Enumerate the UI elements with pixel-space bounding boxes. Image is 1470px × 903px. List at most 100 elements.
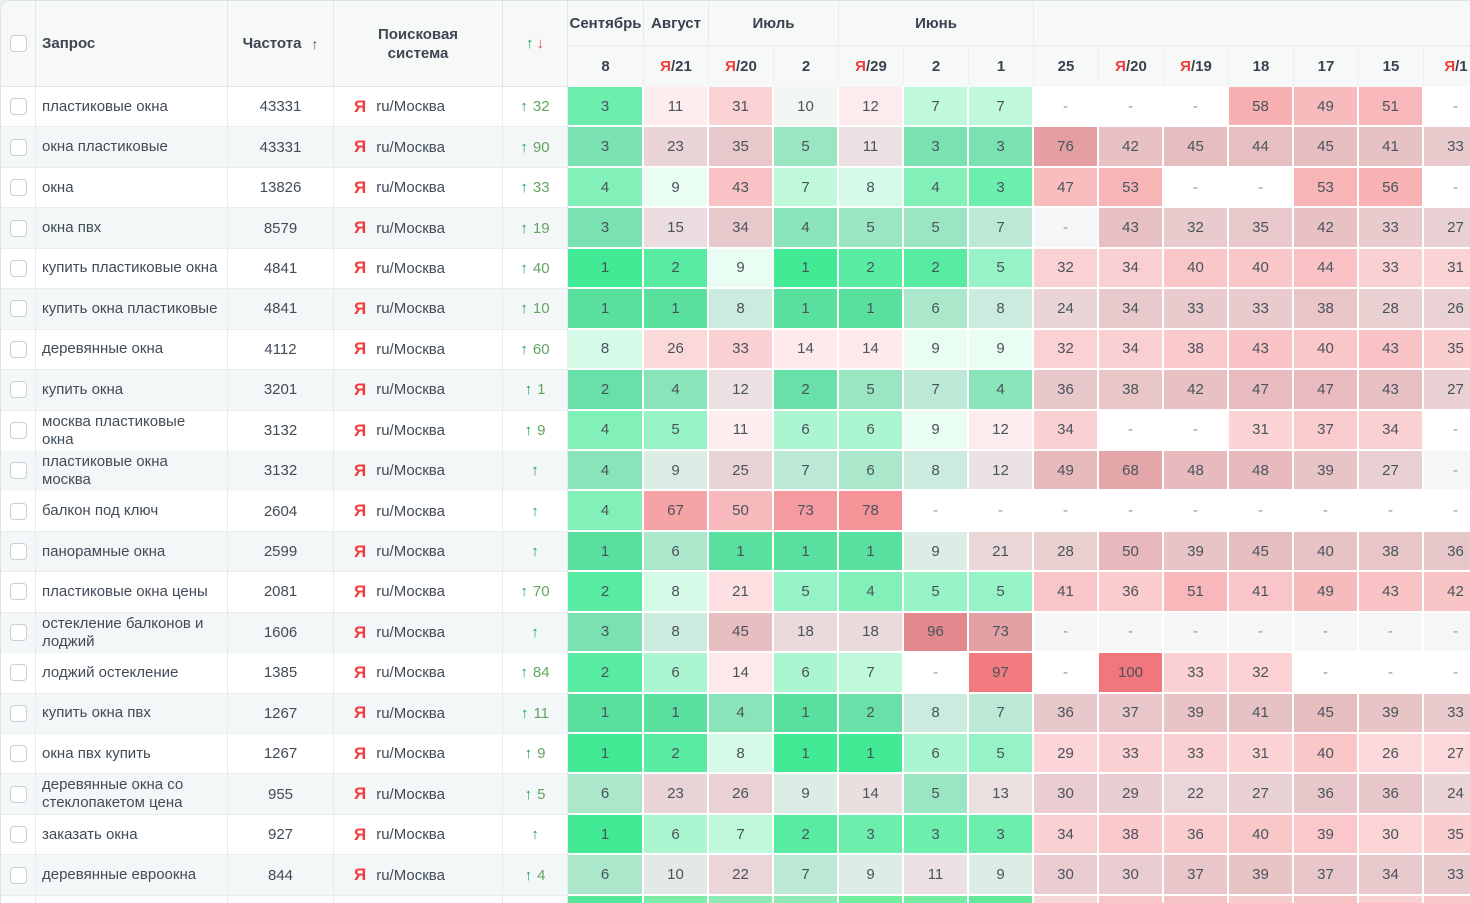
position-cell: 12 [969,450,1034,492]
date-header[interactable]: Я/20 [1099,46,1164,86]
query-cell[interactable]: панорамные окна [36,531,228,573]
row-checkbox[interactable] [9,704,27,722]
position-cell: 5 [774,572,839,613]
position-cell: 1 [774,734,839,775]
frequency-cell: 844 [228,855,334,896]
yandex-icon: Я [354,703,367,723]
query-cell[interactable]: окна пластиковые [36,127,228,168]
change-value: 19 [532,219,550,237]
position-cell: 39 [1359,693,1424,734]
position-cell: - [1099,87,1164,128]
row-checkbox[interactable] [9,664,27,682]
row-checkbox[interactable] [9,826,27,844]
row-checkbox[interactable] [9,259,27,277]
row-checkbox[interactable] [9,624,27,642]
row-checkbox[interactable] [9,745,27,763]
position-cell: 1 [774,289,839,330]
date-header-row: 8 Я/21 Я/20 2 Я/29 2 1 25 Я/20 Я/19 18 17 15 Я/1 [568,46,1470,86]
position-cell: 1 [568,734,644,775]
row-checkbox[interactable] [9,219,27,237]
query-cell[interactable]: деревянные евроокна [36,855,228,896]
row-checkbox[interactable] [9,583,27,601]
position-cell: 34 [1099,248,1164,290]
dates-header: Сентябрь Август Июль Июнь 8 Я/21 Я/20 2 Я/29 2 1 2… [568,1,1470,87]
date-header[interactable]: 2 [904,46,969,86]
row-checkbox[interactable] [9,300,27,318]
select-all-checkbox[interactable] [9,35,27,52]
date-header[interactable]: Я/20 [709,46,774,86]
query-cell[interactable]: купить окна пвх [36,693,228,734]
date-header[interactable]: 15 [1359,46,1424,86]
column-header-query[interactable]: Запрос [36,1,228,86]
change-value: 1 [537,381,546,399]
position-cell: 33 [1164,289,1229,330]
row-checkbox[interactable] [9,138,27,156]
query-cell[interactable]: пластиковые окна [36,87,228,128]
query-cell[interactable]: лоджий остекление [36,653,228,694]
date-header[interactable]: 8 [568,46,644,86]
position-cell: 8 [568,329,644,371]
column-header-frequency[interactable]: Частота ↑ [228,1,334,86]
date-header[interactable]: Я/1 [1424,46,1470,86]
partial-position-cell [644,895,709,903]
row-checkbox[interactable] [9,422,27,439]
date-header[interactable]: 2 [774,46,839,86]
position-cell: 48 [1164,450,1229,492]
date-header[interactable]: Я/19 [1164,46,1229,86]
up-arrow-icon: ↑ [524,381,533,399]
column-header-change[interactable]: ↑ ↓ [503,1,568,86]
row-checkbox[interactable] [9,340,27,358]
query-cell[interactable]: окна [36,167,228,209]
query-cell[interactable]: балкон под ключ [36,491,228,532]
row-checkbox[interactable] [9,98,27,116]
query-cell[interactable]: купить окна [36,370,228,411]
query-cell[interactable]: окна пвх [36,208,228,249]
row-checkbox[interactable] [9,462,27,480]
query-cell[interactable]: купить пластиковые окна [36,248,228,290]
position-cell: 7 [904,87,969,128]
position-cell: 4 [969,370,1034,411]
date-header[interactable]: 25 [1034,46,1099,86]
row-checkbox[interactable] [9,866,27,884]
query-cell[interactable]: москва пластиковые окна [36,410,228,452]
query-cell[interactable]: пластиковые окна цены [36,572,228,613]
query-cell[interactable]: заказать окна [36,814,228,856]
query-cell[interactable]: купить окна пластиковые [36,289,228,330]
position-cell: 6 [904,734,969,775]
position-cell: 5 [904,774,969,815]
position-cell: 40 [1294,734,1359,775]
sort-ascending-icon[interactable]: ↑ [311,35,319,52]
date-header[interactable]: 18 [1229,46,1294,86]
position-cell: 3 [969,167,1034,209]
query-cell[interactable]: деревянные окна [36,329,228,371]
position-cell: 2 [774,814,839,856]
row-checkbox[interactable] [9,502,27,520]
query-cell[interactable]: остекление балконов и лоджий [36,612,228,654]
query-cell[interactable]: деревянные окна со стеклопакетом цена [36,774,228,816]
column-header-search-engine[interactable]: Поисковая система [334,1,503,86]
date-header[interactable]: Я/21 [644,46,709,86]
row-checkbox[interactable] [9,543,27,561]
position-cell: 32 [1034,248,1099,290]
date-header[interactable]: Я/29 [839,46,904,86]
row-checkbox[interactable] [9,179,27,197]
date-header[interactable]: 17 [1294,46,1359,86]
position-cell: 10 [774,87,839,128]
date-header[interactable]: 1 [969,46,1034,86]
position-cell: 2 [568,572,644,613]
row-checkbox[interactable] [9,785,27,803]
position-cell: - [1294,491,1359,532]
position-cell: 31 [1424,248,1470,290]
query-cell[interactable]: окна пвх купить [36,734,228,775]
position-cell: 3 [568,208,644,249]
query-cell[interactable]: пластиковые окна москва [36,450,228,492]
row-checkbox[interactable] [9,381,27,399]
position-cell: 5 [904,572,969,613]
